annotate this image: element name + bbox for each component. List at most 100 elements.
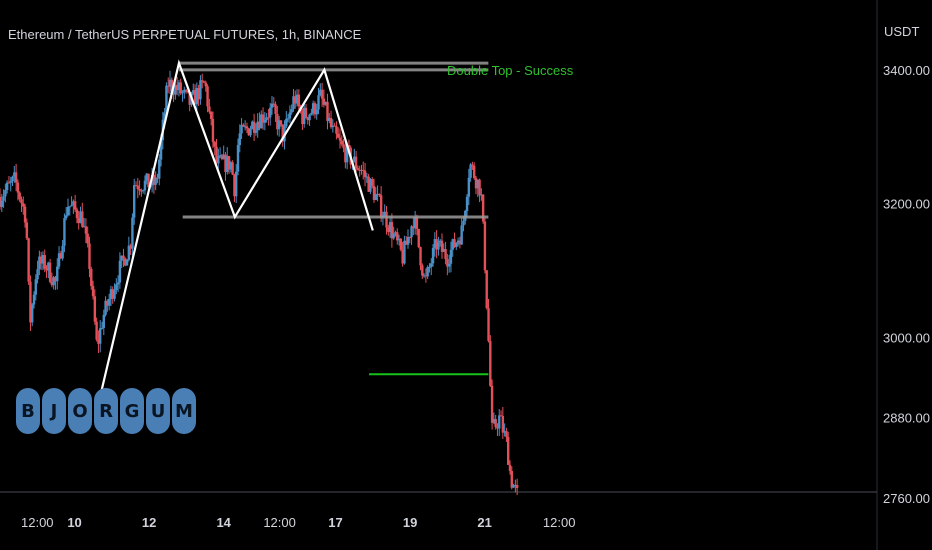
candle: [116, 275, 120, 293]
candle-body: [20, 199, 23, 204]
candle: [487, 299, 490, 343]
candle-body: [206, 86, 209, 107]
candle-body: [363, 170, 367, 178]
candle: [313, 101, 317, 119]
candle-body: [245, 126, 249, 129]
candle: [267, 109, 270, 126]
candle-body: [45, 268, 48, 271]
candle-body: [243, 126, 247, 128]
candle-body: [229, 162, 233, 170]
candle-body: [419, 247, 422, 266]
time-tick-label: 12:00: [263, 515, 296, 530]
candle: [13, 165, 16, 183]
candle: [428, 263, 431, 273]
candle: [122, 248, 125, 267]
candle-body: [494, 419, 497, 427]
candle: [401, 241, 404, 267]
candle: [111, 286, 114, 304]
candle: [301, 108, 304, 130]
candle: [231, 160, 234, 176]
candle-body: [215, 146, 218, 164]
candle: [446, 253, 449, 276]
candle: [508, 460, 512, 475]
candle: [179, 78, 182, 96]
candle: [5, 180, 9, 194]
candle-body: [303, 107, 306, 125]
candle-body: [177, 82, 181, 90]
candle: [240, 118, 243, 140]
candle-body: [43, 255, 46, 269]
candle-body: [267, 117, 270, 119]
candle-body: [231, 162, 234, 175]
candle: [258, 112, 261, 131]
candle-body: [5, 182, 9, 191]
candle-body: [481, 194, 485, 222]
candlestick-series: [0, 70, 519, 495]
candle: [193, 84, 197, 105]
candle-body: [353, 156, 356, 162]
candle-body: [304, 107, 308, 118]
candle: [120, 255, 123, 268]
candle-body: [258, 121, 261, 129]
candle-body: [499, 415, 503, 417]
time-tick-label: 12:00: [21, 515, 54, 530]
candle-body: [476, 179, 479, 189]
candle: [158, 154, 161, 186]
candle-body: [240, 124, 243, 134]
candle: [372, 178, 376, 203]
candle: [514, 479, 517, 493]
candle: [285, 111, 288, 129]
candle: [378, 193, 381, 197]
candle-body: [447, 263, 451, 267]
candle: [72, 199, 75, 214]
candle-body: [362, 169, 365, 171]
candle-body: [294, 96, 297, 104]
candle-body: [417, 228, 420, 248]
candle: [505, 427, 508, 442]
candle-body: [338, 137, 342, 141]
candle-body: [141, 190, 145, 192]
candle: [56, 258, 59, 290]
candle: [202, 80, 206, 84]
candle: [453, 232, 456, 248]
candle: [43, 249, 46, 273]
candle: [310, 108, 313, 116]
candle: [213, 140, 216, 156]
candle: [315, 103, 318, 120]
candle-body: [111, 289, 114, 299]
candle-body: [512, 484, 515, 488]
candle: [431, 244, 435, 267]
candle-body: [324, 101, 327, 105]
candle: [48, 258, 52, 284]
candle: [115, 278, 118, 295]
candle-body: [120, 255, 123, 261]
candle: [473, 162, 476, 180]
candle-body: [369, 179, 372, 192]
candle: [489, 335, 492, 388]
candle: [388, 215, 392, 238]
candle-body: [297, 94, 301, 107]
candle-body: [261, 114, 265, 123]
candle-body: [156, 177, 159, 179]
candle-body: [449, 249, 453, 264]
candle: [503, 423, 506, 437]
candle: [406, 229, 410, 249]
candle: [304, 104, 308, 119]
candle-body: [288, 112, 292, 119]
candle: [265, 113, 268, 123]
candle: [326, 93, 329, 130]
candle-body: [456, 240, 460, 243]
candle-body: [392, 233, 395, 239]
pattern-zigzag-line[interactable]: [99, 59, 374, 395]
candle: [490, 379, 494, 430]
candle: [335, 121, 338, 140]
candle: [276, 106, 279, 136]
candle-body: [276, 113, 279, 130]
time-tick-label: 21: [477, 515, 491, 530]
candle-body: [492, 419, 496, 423]
logo-letter: R: [94, 388, 118, 434]
candle: [183, 86, 186, 99]
candle: [177, 79, 181, 97]
